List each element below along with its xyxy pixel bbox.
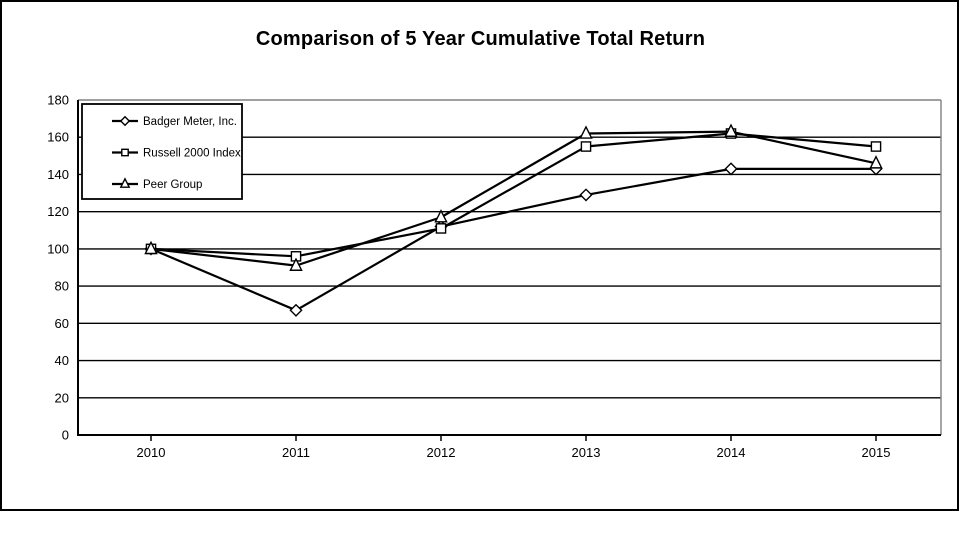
y-tick-label: 60: [55, 316, 69, 331]
data-marker-triangle-icon: [869, 155, 883, 169]
data-marker-triangle-icon: [289, 257, 303, 271]
y-tick-label: 120: [47, 204, 69, 219]
x-tick-label: 2010: [137, 445, 166, 460]
y-tick-label: 140: [47, 167, 69, 182]
y-tick-label: 160: [47, 130, 69, 145]
data-marker-diamond-icon: [289, 303, 303, 317]
x-tick-label: 2013: [572, 445, 601, 460]
x-tick-label: 2011: [282, 445, 310, 460]
data-marker-triangle-icon: [144, 240, 158, 255]
series-line: [150, 130, 877, 267]
chart-outer-border: [0, 0, 959, 511]
chart-title: Comparison of 5 Year Cumulative Total Re…: [255, 28, 706, 50]
legend-label: Russell 2000 Index: [143, 148, 241, 160]
legend-marker-triangle-icon: [119, 177, 131, 188]
series-line: [150, 167, 876, 312]
data-marker-triangle-icon: [434, 209, 448, 223]
y-tick-label: 100: [47, 241, 69, 256]
data-marker-diamond-icon: [724, 162, 738, 176]
x-tick-label: 2015: [862, 445, 891, 460]
data-marker-square-icon: [870, 141, 882, 152]
data-marker-diamond-icon: [579, 188, 593, 202]
legend-marker-diamond-icon: [119, 115, 131, 127]
y-tick-label: 180: [47, 93, 69, 108]
legend-box: [81, 103, 243, 200]
data-marker-triangle-icon: [724, 123, 738, 137]
y-tick-label: 80: [55, 279, 69, 294]
legend-marker-square-icon: [121, 148, 129, 157]
legend-label: Peer Group: [143, 179, 202, 191]
x-tick-label: 2014: [717, 445, 746, 460]
y-tick-label: 40: [55, 353, 69, 368]
data-marker-square-icon: [435, 223, 447, 234]
series-line: [150, 132, 877, 258]
data-marker-triangle-icon: [579, 125, 593, 139]
y-tick-label: 0: [62, 428, 69, 443]
legend-label: Badger Meter, Inc.: [143, 116, 237, 128]
x-tick-label: 2012: [427, 445, 456, 460]
data-marker-square-icon: [580, 141, 592, 152]
y-tick-label: 20: [55, 390, 69, 405]
